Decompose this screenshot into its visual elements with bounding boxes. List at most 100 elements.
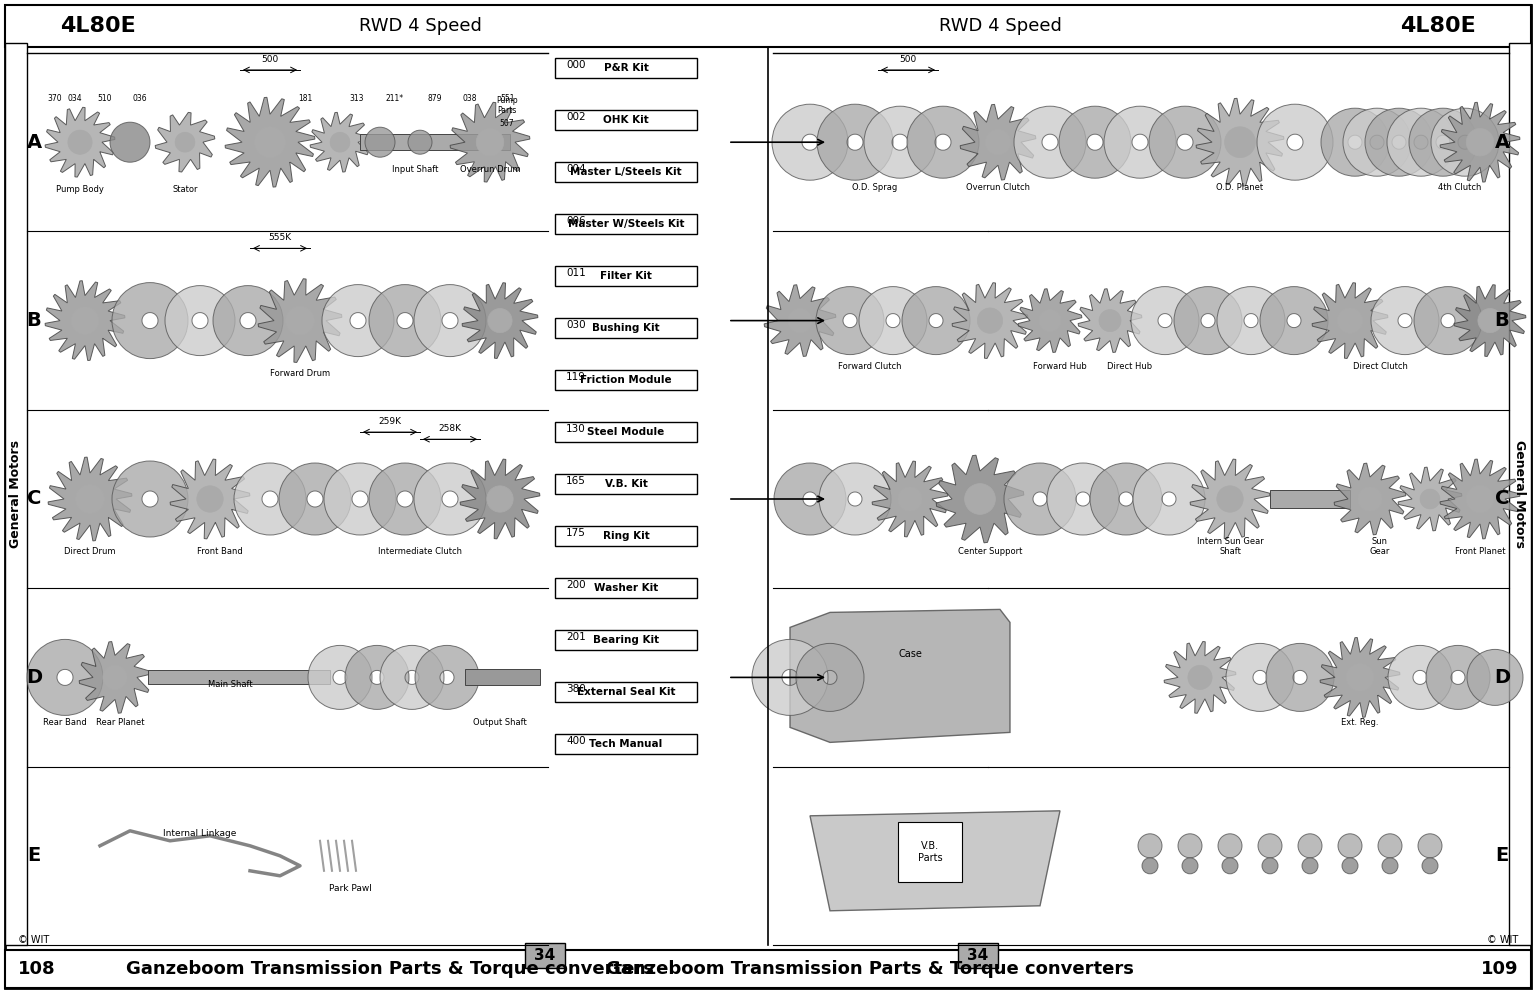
Text: Stator: Stator — [172, 186, 198, 195]
Text: RWD 4 Speed: RWD 4 Speed — [358, 17, 481, 35]
Text: 500: 500 — [900, 55, 917, 64]
Circle shape — [1217, 486, 1243, 512]
Text: General Motors: General Motors — [9, 440, 23, 548]
Text: Sun
Gear: Sun Gear — [1370, 536, 1390, 556]
Text: O.D. Sprag: O.D. Sprag — [852, 183, 897, 193]
Polygon shape — [1018, 289, 1081, 353]
Polygon shape — [1197, 98, 1284, 186]
Text: Direct Hub: Direct Hub — [1107, 361, 1152, 370]
Text: 034: 034 — [68, 94, 83, 103]
FancyBboxPatch shape — [554, 630, 697, 650]
Bar — [359, 134, 510, 150]
Circle shape — [366, 127, 395, 157]
Text: Filter Kit: Filter Kit — [601, 271, 651, 281]
Text: D: D — [26, 668, 41, 687]
Polygon shape — [310, 112, 370, 172]
Text: Overrun Clutch: Overrun Clutch — [966, 183, 1031, 193]
Text: Forward Clutch: Forward Clutch — [839, 361, 902, 370]
Polygon shape — [960, 104, 1035, 180]
Text: RWD 4 Speed: RWD 4 Speed — [938, 17, 1061, 35]
Text: 201: 201 — [565, 632, 585, 642]
Polygon shape — [258, 279, 343, 362]
Bar — [465, 669, 541, 685]
Circle shape — [1138, 834, 1163, 858]
Circle shape — [977, 308, 1003, 334]
Text: 34: 34 — [968, 948, 989, 963]
Circle shape — [1338, 308, 1362, 334]
Circle shape — [986, 129, 1011, 155]
Text: 400: 400 — [565, 736, 585, 746]
Bar — [1270, 490, 1350, 508]
FancyBboxPatch shape — [554, 422, 697, 442]
Text: Ganzeboom Transmission Parts & Torque converters: Ganzeboom Transmission Parts & Torque co… — [126, 960, 654, 978]
Text: 34: 34 — [535, 948, 556, 963]
FancyBboxPatch shape — [554, 58, 697, 78]
Text: © WIT: © WIT — [1487, 935, 1518, 945]
Text: © WIT: © WIT — [18, 935, 49, 945]
Text: 879: 879 — [427, 94, 442, 103]
FancyBboxPatch shape — [554, 162, 697, 182]
Circle shape — [1187, 665, 1212, 689]
Text: 109: 109 — [1481, 960, 1518, 978]
Text: A: A — [1495, 133, 1510, 152]
Text: 119: 119 — [565, 372, 585, 382]
Polygon shape — [1078, 289, 1141, 353]
Text: E: E — [1496, 846, 1508, 865]
Text: Intermediate Clutch: Intermediate Clutch — [378, 547, 462, 556]
Polygon shape — [80, 641, 151, 713]
Text: 4th Clutch: 4th Clutch — [1438, 183, 1482, 193]
Circle shape — [1218, 834, 1243, 858]
Bar — [5, 43, 28, 945]
Polygon shape — [1441, 459, 1521, 539]
Text: Intern Sun Gear
Shaft: Intern Sun Gear Shaft — [1197, 536, 1264, 556]
Text: 259K: 259K — [378, 417, 401, 426]
Text: Steel Module: Steel Module — [587, 427, 665, 437]
Text: Input Shaft: Input Shaft — [392, 165, 438, 174]
Text: 004: 004 — [565, 164, 585, 174]
Circle shape — [1342, 858, 1358, 874]
Polygon shape — [226, 97, 315, 187]
Text: P&R Kit: P&R Kit — [604, 63, 648, 73]
Text: 313: 313 — [350, 94, 364, 103]
Circle shape — [1478, 309, 1502, 333]
Polygon shape — [45, 281, 124, 360]
Circle shape — [1224, 127, 1255, 158]
Polygon shape — [952, 283, 1028, 358]
Polygon shape — [872, 461, 948, 537]
Text: Park Pawl: Park Pawl — [329, 884, 372, 893]
FancyBboxPatch shape — [554, 526, 697, 546]
Text: Direct Clutch: Direct Clutch — [1353, 361, 1407, 370]
Circle shape — [1183, 858, 1198, 874]
Text: C: C — [1495, 490, 1510, 508]
Text: Bushing Kit: Bushing Kit — [593, 323, 660, 333]
Circle shape — [1263, 858, 1278, 874]
Text: 258K: 258K — [438, 424, 461, 433]
FancyBboxPatch shape — [554, 370, 697, 390]
Polygon shape — [1455, 285, 1525, 356]
Text: C: C — [26, 490, 41, 508]
Circle shape — [1038, 310, 1061, 332]
Text: E: E — [28, 846, 40, 865]
Circle shape — [487, 486, 513, 512]
Polygon shape — [809, 811, 1060, 911]
Bar — [5, 5, 1531, 47]
FancyBboxPatch shape — [554, 214, 697, 234]
Text: 510: 510 — [98, 94, 112, 103]
FancyBboxPatch shape — [554, 474, 697, 494]
Polygon shape — [1312, 283, 1389, 358]
Text: Pump
Parts: Pump Parts — [496, 96, 518, 115]
Text: 211*: 211* — [386, 94, 404, 103]
Text: Friction Module: Friction Module — [581, 375, 671, 385]
Bar — [958, 943, 998, 968]
Text: 555K: 555K — [269, 233, 292, 242]
Text: Pump Body: Pump Body — [55, 186, 104, 195]
Polygon shape — [1441, 102, 1521, 182]
Text: 380: 380 — [565, 684, 585, 694]
Circle shape — [788, 309, 813, 333]
Polygon shape — [1319, 638, 1399, 717]
Text: 175: 175 — [565, 528, 585, 538]
Circle shape — [75, 485, 104, 513]
Text: Front Planet: Front Planet — [1455, 547, 1505, 556]
Text: OHK Kit: OHK Kit — [604, 115, 648, 125]
Polygon shape — [1335, 463, 1405, 535]
